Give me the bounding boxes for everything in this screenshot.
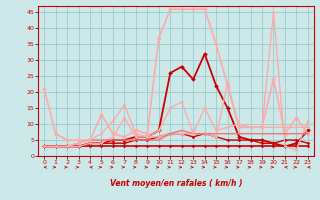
X-axis label: Vent moyen/en rafales ( km/h ): Vent moyen/en rafales ( km/h ) — [110, 179, 242, 188]
